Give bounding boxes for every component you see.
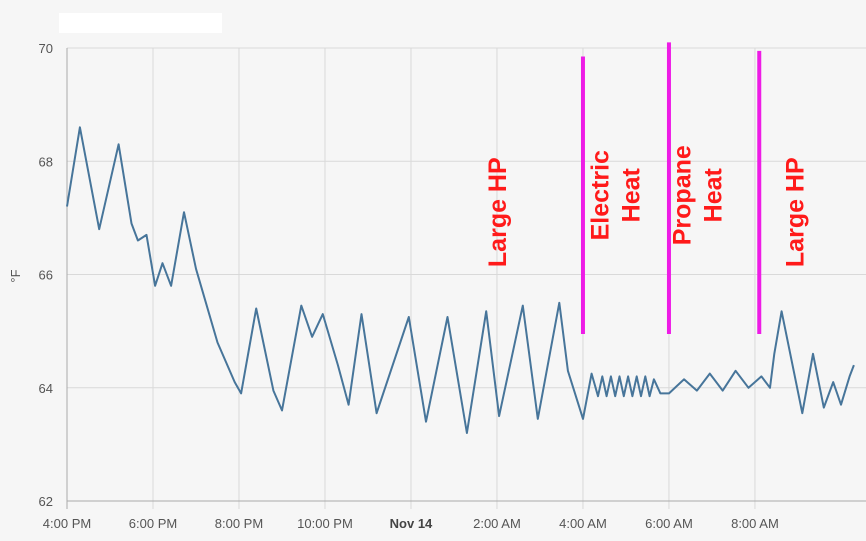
annotation-text: Electric xyxy=(587,150,615,240)
marker-lines xyxy=(580,42,762,334)
chart-title-placeholder xyxy=(59,13,222,33)
y-axis-label: °F xyxy=(8,269,23,282)
y-tick-label: 68 xyxy=(39,154,53,169)
x-tick-label: 4:00 PM xyxy=(43,516,91,531)
y-tick-label: 62 xyxy=(39,494,53,509)
x-tick-label: 4:00 AM xyxy=(559,516,607,531)
phase-annotation: Electric Heat xyxy=(587,150,646,240)
y-tick-label: 64 xyxy=(39,381,53,396)
y-tick-label: 66 xyxy=(39,268,53,283)
phase-annotation: Large HP xyxy=(484,157,512,267)
y-tick-label: 70 xyxy=(39,41,53,56)
x-tick-label: 8:00 PM xyxy=(215,516,263,531)
annotation-text: Heat xyxy=(699,167,727,222)
x-tick-label: 10:00 PM xyxy=(297,516,353,531)
x-tick-label: 2:00 AM xyxy=(473,516,521,531)
y-tick-labels: 62 64 66 68 70 xyxy=(39,41,53,509)
series-layer xyxy=(66,126,855,434)
annotation-text: Large HP xyxy=(782,157,810,267)
annotations-layer: Large HP Electric Heat Propane Heat Large HP xyxy=(484,145,810,267)
temperature-series-line xyxy=(66,126,855,434)
x-tick-label: 6:00 PM xyxy=(129,516,177,531)
annotation-text: Large HP xyxy=(484,157,512,267)
annotation-text: Heat xyxy=(618,167,646,222)
x-tick-label: Nov 14 xyxy=(390,516,433,531)
x-tick-labels: 4:00 PM 6:00 PM 8:00 PM 10:00 PM Nov 14 2:00 … xyxy=(43,516,779,531)
grid-lines xyxy=(66,47,866,509)
x-tick-label: 8:00 AM xyxy=(731,516,779,531)
x-tick-label: 6:00 AM xyxy=(645,516,693,531)
annotation-text: Propane xyxy=(668,145,696,245)
phase-annotation: Propane Heat xyxy=(668,145,727,245)
axes xyxy=(66,48,866,509)
phase-annotation: Large HP xyxy=(782,157,810,267)
